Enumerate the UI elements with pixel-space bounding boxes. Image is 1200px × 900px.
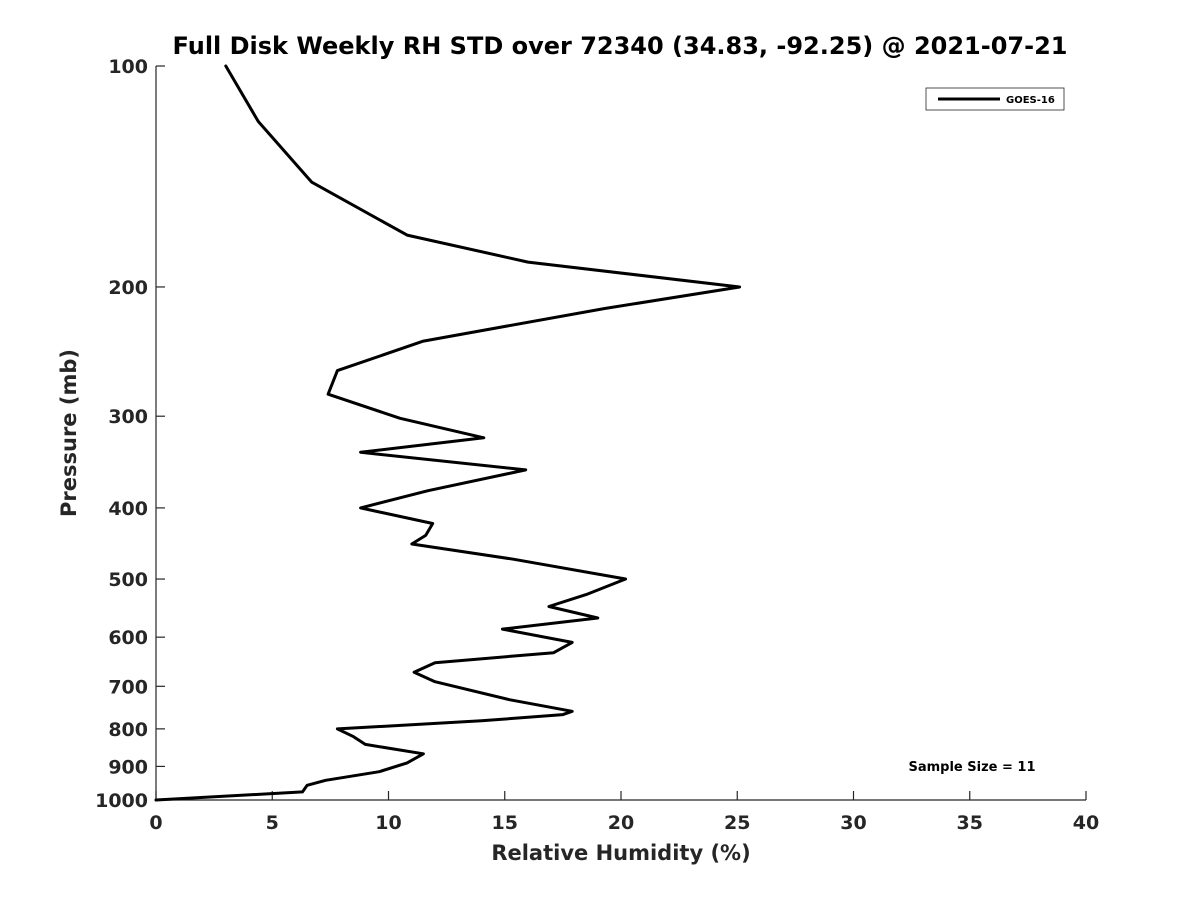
x-ticks: 0 5 10 15 20 25 30 35 40 <box>149 791 1099 834</box>
legend: GOES-16 <box>925 87 1065 111</box>
y-ticks: 100 200 300 400 500 600 700 800 900 1000 <box>95 56 165 812</box>
series-layer <box>154 64 742 802</box>
legend-entry-goes16: GOES-16 <box>1006 95 1055 106</box>
x-tick-label: 15 <box>492 812 518 834</box>
y-tick-label: 800 <box>108 719 148 741</box>
y-tick-label: 500 <box>108 569 148 591</box>
y-tick-label: 200 <box>108 277 148 299</box>
x-tick-label: 20 <box>608 812 634 834</box>
series-line-goes-16 <box>154 64 742 802</box>
x-tick-label: 30 <box>840 812 866 834</box>
x-tick-label: 10 <box>375 812 401 834</box>
x-tick-label: 40 <box>1073 812 1099 834</box>
sample-size-annotation: Sample Size = 11 <box>908 760 1035 775</box>
y-tick-label: 900 <box>108 756 148 778</box>
y-axis-label: Pressure (mb) <box>57 349 81 517</box>
y-tick-label: 100 <box>108 56 148 78</box>
x-tick-label: 35 <box>957 812 983 834</box>
x-tick-label: 25 <box>724 812 750 834</box>
x-tick-label: 0 <box>149 812 162 834</box>
y-tick-label: 400 <box>108 498 148 520</box>
y-tick-label: 1000 <box>95 790 148 812</box>
y-tick-label: 600 <box>108 627 148 649</box>
x-axis-label: Relative Humidity (%) <box>491 841 750 865</box>
chart-title: Full Disk Weekly RH STD over 72340 (34.8… <box>173 32 1068 60</box>
y-tick-label: 300 <box>108 406 148 428</box>
x-tick-label: 5 <box>266 812 279 834</box>
y-tick-label: 700 <box>108 676 148 698</box>
